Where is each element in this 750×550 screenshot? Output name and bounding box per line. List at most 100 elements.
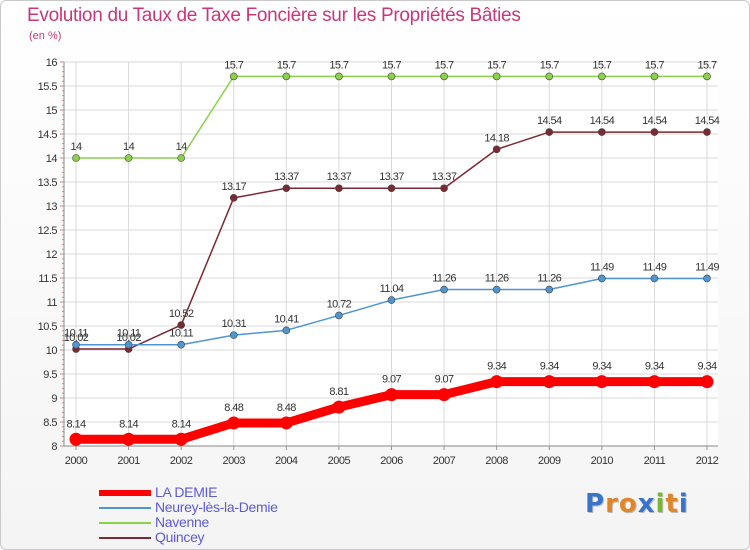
unit-label: (en %) (29, 30, 62, 42)
x-tick-label: 2008 (485, 455, 508, 467)
data-label: 9.34 (592, 361, 611, 373)
data-label: 11.49 (695, 261, 719, 273)
x-tick-label: 2007 (433, 455, 456, 467)
legend: LA DEMIE Neurey-lès-la-Demie Navenne Qui… (99, 485, 278, 545)
legend-swatch (99, 489, 151, 496)
data-label: 11.04 (380, 283, 404, 295)
logo-letter: r (605, 489, 619, 519)
data-label: 10.11 (64, 328, 88, 340)
data-point (279, 416, 293, 430)
data-label: 13.37 (379, 171, 404, 183)
y-tick-label: 16 (46, 57, 58, 69)
data-label: 15.7 (540, 59, 559, 71)
data-label: 9.34 (540, 361, 559, 373)
data-label: 10.02 (64, 332, 89, 344)
x-tick-label: 2006 (380, 455, 403, 467)
data-label: 8.14 (66, 418, 85, 430)
data-label: 15.7 (329, 59, 348, 71)
data-label: 13.17 (221, 181, 246, 193)
data-point (542, 375, 556, 389)
data-point (385, 388, 398, 402)
data-label: 9.34 (487, 361, 506, 373)
data-point (282, 184, 291, 193)
proxiti-logo: Proxiti (585, 489, 689, 519)
x-tick-label: 2009 (538, 455, 561, 467)
x-tick-label: 2000 (65, 455, 88, 467)
data-label: 14 (123, 141, 135, 153)
data-point (124, 154, 133, 162)
legend-swatch (99, 521, 151, 524)
y-tick-label: 10 (46, 345, 58, 357)
data-point (545, 285, 554, 294)
data-point (703, 72, 711, 81)
legend-item-quincey: Quincey (99, 530, 278, 545)
data-label: 10.11 (169, 328, 193, 340)
data-point (650, 72, 659, 81)
y-tick-label: 11 (47, 297, 58, 309)
data-label: 15.7 (382, 59, 401, 71)
data-point (598, 72, 606, 81)
legend-label: LA DEMIE (155, 484, 218, 500)
data-label: 14 (176, 141, 188, 153)
data-label: 8.48 (224, 402, 243, 414)
data-point (545, 128, 554, 136)
data-label: 15.7 (277, 59, 296, 71)
data-label: 13.37 (327, 171, 352, 183)
data-point (650, 274, 659, 283)
data-point (387, 72, 396, 81)
x-tick-label: 2010 (591, 455, 614, 467)
data-label: 11.26 (537, 273, 561, 285)
data-label: 11.26 (485, 273, 509, 285)
legend-swatch (99, 536, 151, 539)
data-point (492, 145, 501, 154)
y-tick-label: 14 (46, 153, 58, 165)
data-point (332, 400, 346, 414)
data-point (177, 154, 185, 162)
data-point (490, 375, 504, 389)
data-point (124, 340, 133, 349)
data-label: 15.7 (697, 59, 716, 71)
logo-letter: i (655, 489, 666, 519)
x-tick-label: 2003 (223, 455, 246, 467)
logo-letter: t (665, 489, 679, 519)
data-point (229, 331, 238, 339)
chart-title: Evolution du Taux de Taxe Foncière sur l… (27, 5, 521, 26)
y-tick-label: 14.5 (38, 129, 58, 141)
data-label: 10.41 (274, 313, 299, 325)
data-point (492, 72, 501, 81)
legend-item-navenne: Navenne (99, 515, 278, 530)
x-tick-label: 2002 (170, 455, 193, 467)
data-point (174, 432, 188, 446)
data-label: 10.31 (221, 318, 246, 330)
data-label: 11.26 (432, 273, 456, 285)
data-label: 9.07 (435, 374, 454, 386)
y-tick-label: 9.5 (43, 369, 57, 381)
data-point (700, 375, 714, 389)
data-label: 13.37 (274, 171, 299, 183)
x-tick-label: 2005 (328, 455, 351, 467)
data-point (647, 375, 661, 389)
data-point (177, 321, 185, 329)
data-label: 14.54 (695, 115, 720, 127)
data-label: 14.54 (590, 115, 615, 127)
data-point (598, 274, 606, 283)
data-point (440, 285, 448, 294)
data-label: 15.7 (224, 59, 243, 71)
data-label: 15.7 (435, 59, 454, 71)
y-tick-label: 11.5 (38, 273, 57, 285)
y-tick-label: 13.5 (38, 177, 58, 189)
data-label: 10.11 (117, 328, 141, 340)
data-point (545, 72, 554, 81)
data-label: 15.7 (645, 59, 664, 71)
data-point (703, 274, 711, 283)
data-label: 8.81 (329, 386, 348, 398)
data-point (72, 154, 80, 162)
logo-letter: P (585, 489, 606, 519)
data-point (122, 432, 136, 446)
data-label: 8.48 (277, 402, 296, 414)
logo-letter: o (618, 489, 638, 519)
data-point (595, 375, 609, 389)
legend-item-la-demie: LA DEMIE (99, 485, 278, 500)
y-tick-label: 12.5 (38, 225, 58, 237)
data-label: 14.54 (642, 115, 667, 127)
